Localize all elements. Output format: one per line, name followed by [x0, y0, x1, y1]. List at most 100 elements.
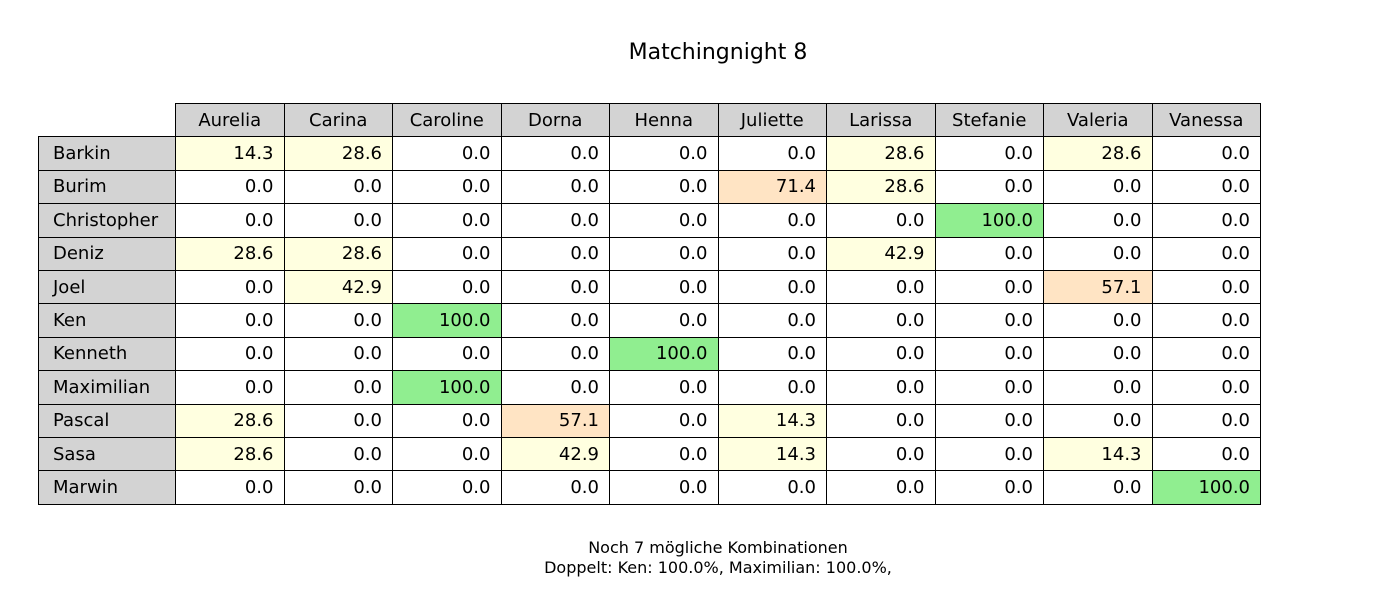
probability-cell: 100.0	[392, 370, 502, 405]
probability-cell: 0.0	[1043, 303, 1153, 338]
corner-cell	[39, 104, 176, 137]
probability-cell: 0.0	[826, 470, 936, 505]
duplicates-text: Doppelt: Ken: 100.0%, Maximilian: 100.0%…	[544, 558, 892, 577]
probability-cell: 0.0	[500, 203, 610, 238]
column-header: Aurelia	[175, 102, 285, 138]
probability-cell: 0.0	[934, 403, 1044, 438]
probability-cell: 0.0	[609, 303, 719, 338]
table-row: Sasa 28.6 0.0 0.0 42.9 0.0 14.3 0.0 0.0 14.3 0.0	[38, 436, 1261, 472]
header-row: Aurelia Carina Caroline Dorna Henna Juliette L…	[39, 102, 1261, 138]
probability-cell: 0.0	[717, 203, 827, 238]
table-row: Kenneth 0.0 0.0 0.0 0.0 100.0 0.0 0.0 0.0 0.0 0.0	[38, 336, 1261, 372]
row-header: Sasa	[38, 436, 176, 472]
probability-cell: 100.0	[934, 203, 1044, 238]
probability-cell: 28.6	[175, 436, 285, 472]
table-row: Deniz 28.6 28.6 0.0 0.0 0.0 0.0 42.9 0.0 0.0 0.0	[38, 236, 1261, 271]
probability-cell: 0.0	[175, 203, 285, 238]
probability-cell: 14.3	[717, 436, 827, 472]
probability-cell: 0.0	[392, 269, 502, 305]
probability-cell: 28.6	[826, 169, 936, 205]
probability-cell: 0.0	[934, 136, 1044, 171]
row-header: Christopher	[38, 203, 176, 238]
probability-cell: 0.0	[175, 470, 285, 505]
table-row: Marwin 0.0 0.0 0.0 0.0 0.0 0.0 0.0 0.0 0.0 100.0	[38, 470, 1261, 505]
probability-cell: 0.0	[1151, 136, 1261, 171]
probability-cell: 0.0	[500, 470, 610, 505]
chart-title: Matchingnight 8	[628, 40, 808, 65]
column-header: Stefanie	[934, 102, 1044, 138]
probability-cell: 0.0	[500, 303, 610, 338]
probability-cell: 0.0	[500, 269, 610, 305]
column-header: Caroline	[392, 102, 502, 138]
probability-cell: 0.0	[175, 169, 285, 205]
probability-cell: 0.0	[826, 370, 936, 405]
table-row: Ken 0.0 0.0 100.0 0.0 0.0 0.0 0.0 0.0 0.0 0.0	[38, 303, 1261, 338]
probability-cell: 0.0	[717, 470, 827, 505]
column-header: Larissa	[826, 102, 936, 138]
probability-cell: 28.6	[826, 136, 936, 171]
probability-cell: 0.0	[609, 236, 719, 271]
probability-cell: 42.9	[500, 436, 610, 472]
probability-cell: 0.0	[175, 336, 285, 372]
probability-cell: 57.1	[500, 403, 610, 438]
probability-cell: 0.0	[283, 169, 393, 205]
probability-cell: 0.0	[392, 136, 502, 171]
probability-cell: 0.0	[609, 136, 719, 171]
column-header: Vanessa	[1151, 102, 1261, 138]
probability-cell: 14.3	[175, 136, 285, 171]
column-header: Carina	[283, 102, 393, 138]
probability-cell: 0.0	[717, 303, 827, 338]
probability-cell: 0.0	[283, 203, 393, 238]
probability-cell: 0.0	[717, 136, 827, 171]
probability-cell: 0.0	[392, 436, 502, 472]
row-header: Burim	[38, 169, 176, 205]
probability-cell: 0.0	[717, 336, 827, 372]
probability-cell: 100.0	[1151, 470, 1261, 505]
column-header: Valeria	[1043, 102, 1153, 138]
probability-cell: 100.0	[609, 336, 719, 372]
row-header: Barkin	[38, 136, 176, 171]
probability-cell: 71.4	[717, 169, 827, 205]
probability-cell: 0.0	[392, 169, 502, 205]
column-header: Dorna	[500, 102, 610, 138]
row-header: Kenneth	[38, 336, 176, 372]
table-row: Barkin 14.3 28.6 0.0 0.0 0.0 0.0 28.6 0.0 28.6 0.0	[38, 136, 1261, 171]
probability-cell: 0.0	[1043, 370, 1153, 405]
probability-cell: 0.0	[175, 370, 285, 405]
probability-cell: 0.0	[1043, 203, 1153, 238]
probability-cell: 0.0	[500, 236, 610, 271]
table-row: Christopher 0.0 0.0 0.0 0.0 0.0 0.0 0.0 100.0 0.0…	[38, 203, 1261, 238]
probability-cell: 0.0	[1043, 169, 1153, 205]
probability-cell: 0.0	[1043, 470, 1153, 505]
table-body: Barkin 14.3 28.6 0.0 0.0 0.0 0.0 28.6 0.0 28.6 0.0…	[38, 136, 1261, 505]
probability-cell: 0.0	[934, 470, 1044, 505]
probability-cell: 0.0	[392, 403, 502, 438]
probability-cell: 0.0	[609, 269, 719, 305]
probability-cell: 0.0	[826, 403, 936, 438]
column-header: Juliette	[717, 102, 827, 138]
probability-cell: 0.0	[826, 436, 936, 472]
row-header: Marwin	[38, 470, 176, 505]
probability-table: Aurelia Carina Caroline Dorna Henna Juliette L…	[38, 102, 1261, 505]
probability-cell: 0.0	[934, 436, 1044, 472]
probability-cell: 100.0	[392, 303, 502, 338]
probability-cell: 42.9	[283, 269, 393, 305]
probability-cell: 0.0	[609, 403, 719, 438]
probability-cell: 0.0	[500, 169, 610, 205]
probability-cell: 0.0	[1151, 303, 1261, 338]
probability-cell: 0.0	[609, 203, 719, 238]
probability-cell: 0.0	[1043, 236, 1153, 271]
probability-cell: 0.0	[392, 203, 502, 238]
row-header: Maximilian	[38, 370, 176, 405]
probability-cell: 28.6	[1043, 136, 1153, 171]
probability-cell: 0.0	[500, 136, 610, 171]
probability-cell: 0.0	[1043, 403, 1153, 438]
probability-cell: 0.0	[934, 370, 1044, 405]
probability-cell: 0.0	[609, 436, 719, 472]
probability-cell: 0.0	[934, 236, 1044, 271]
probability-cell: 0.0	[717, 236, 827, 271]
probability-cell: 28.6	[175, 403, 285, 438]
probability-cell: 42.9	[826, 236, 936, 271]
probability-cell: 0.0	[609, 169, 719, 205]
probability-cell: 28.6	[283, 236, 393, 271]
